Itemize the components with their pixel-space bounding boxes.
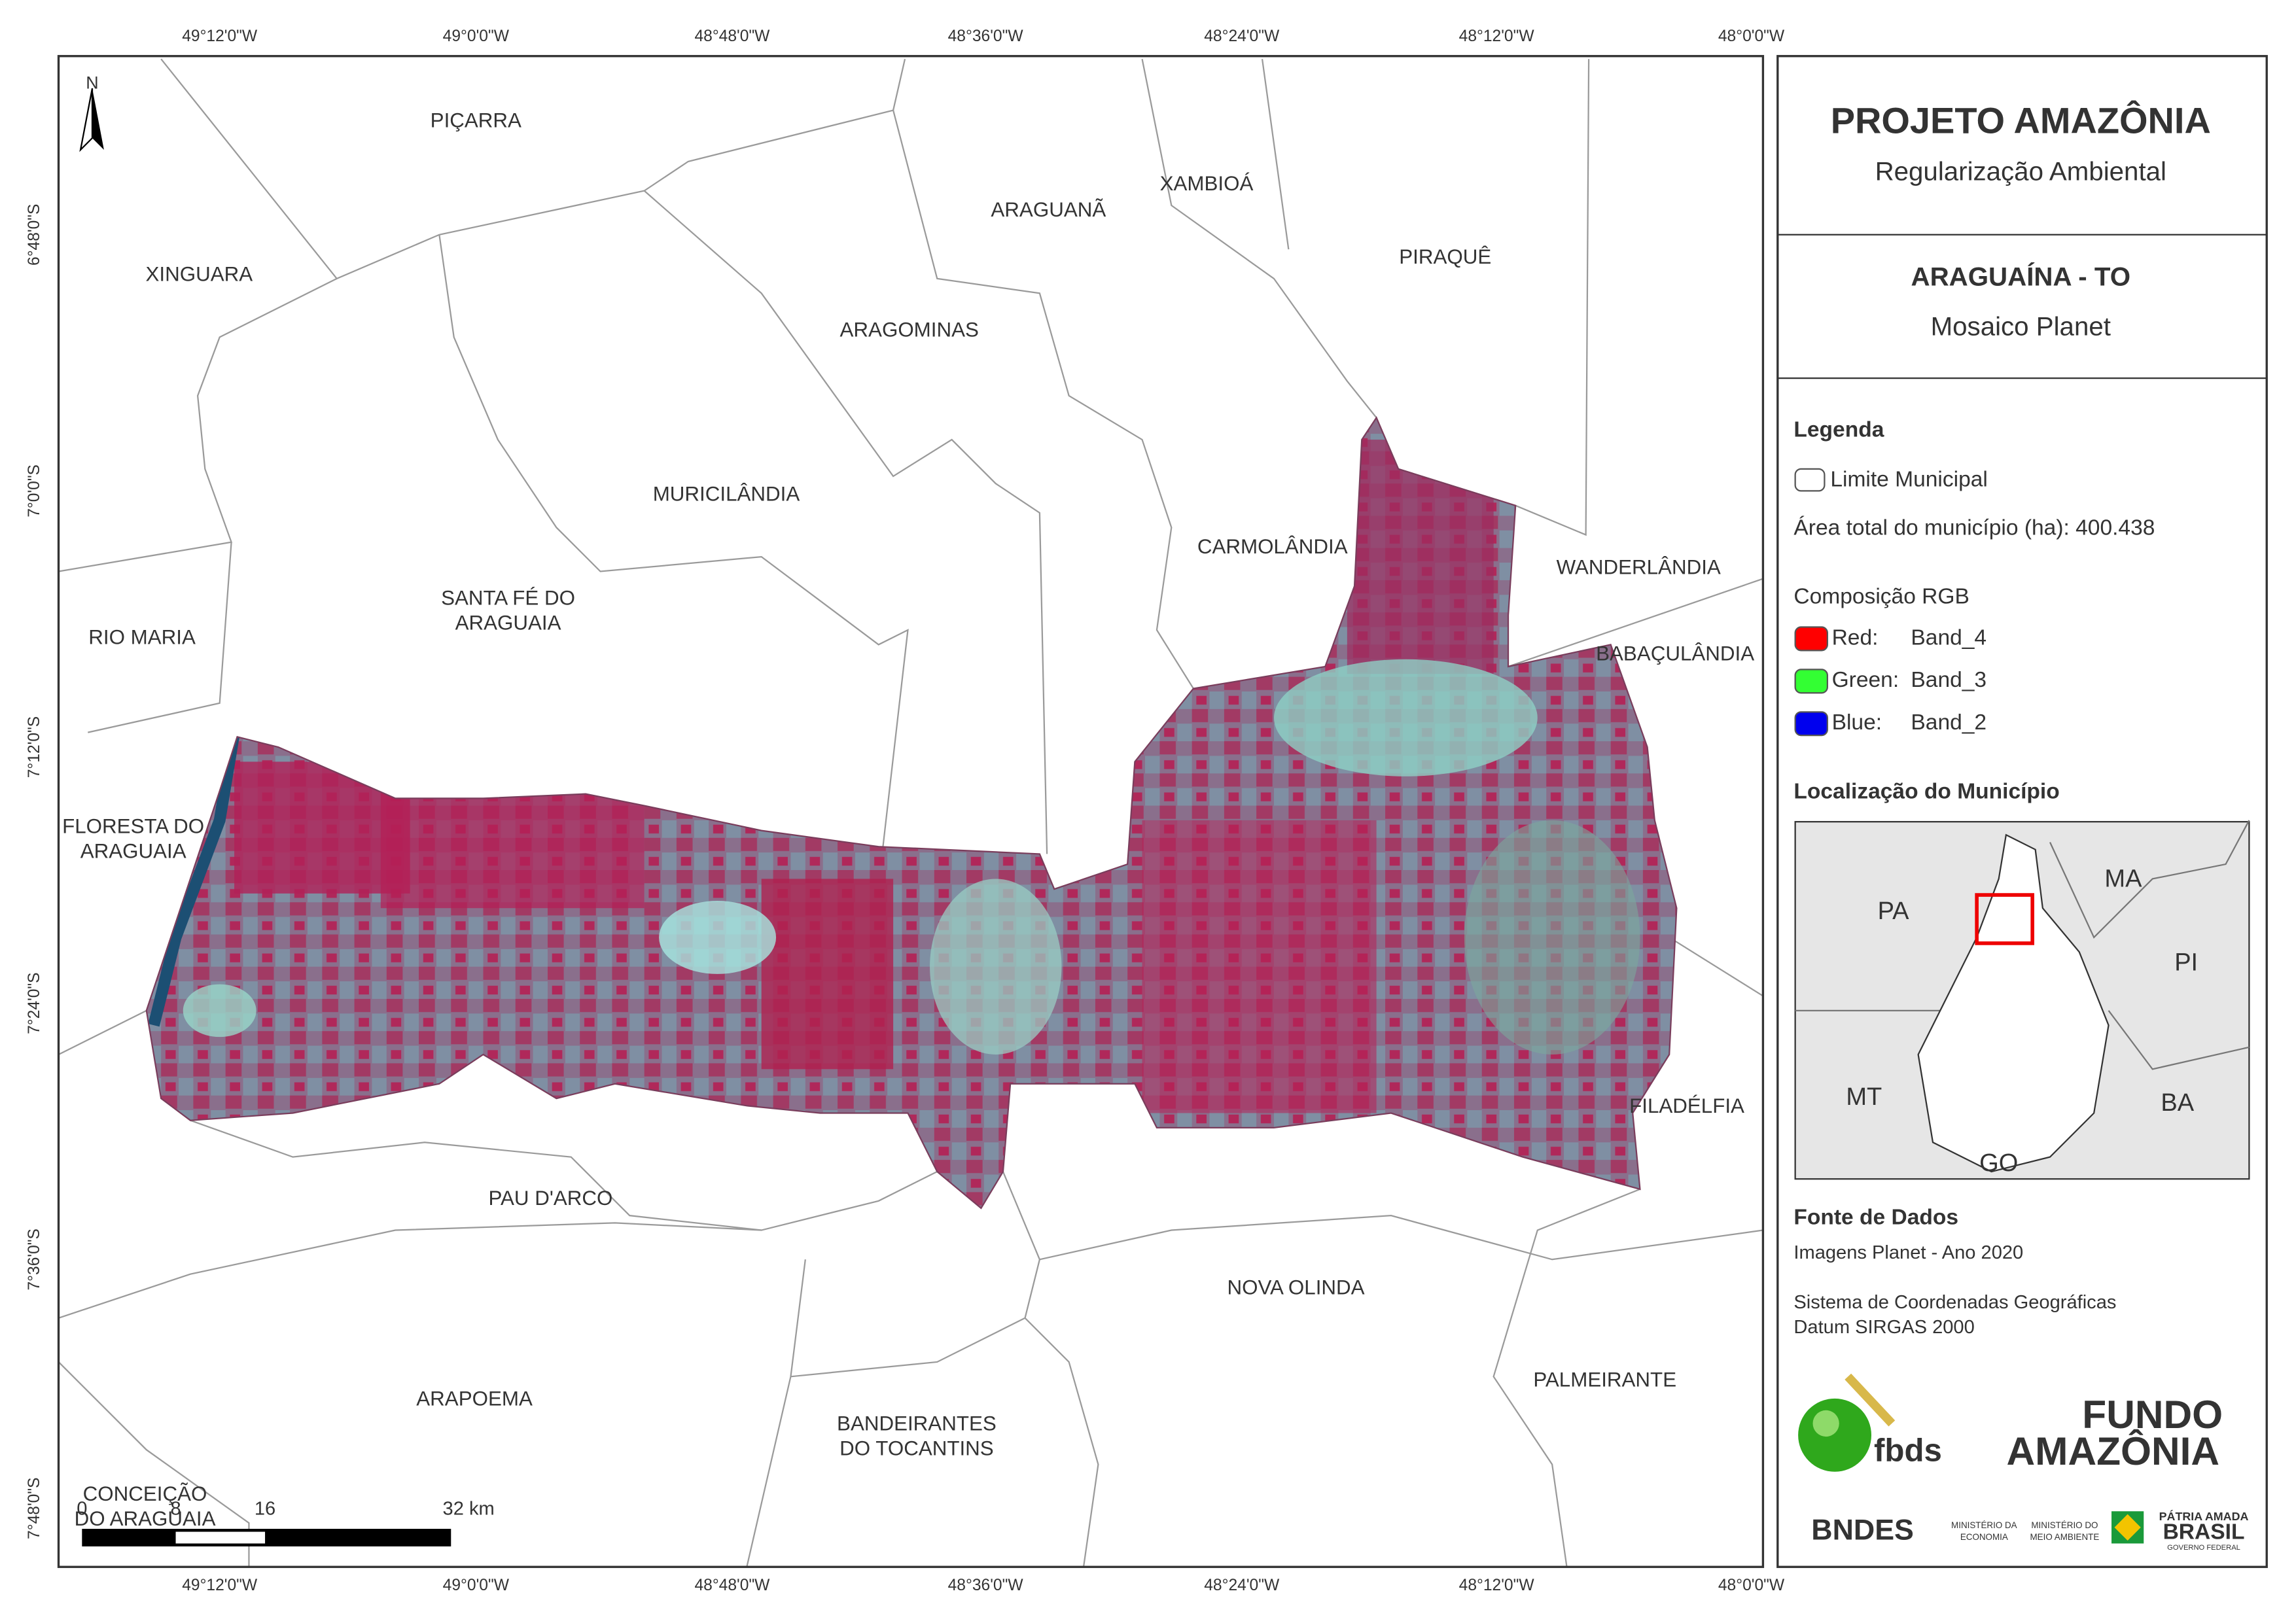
state-label: PI (2174, 949, 2198, 976)
north-label: N (86, 73, 98, 92)
longitude-label: 48°0'0"W (1718, 1577, 1785, 1594)
municipality-label: ARAGUAIA (455, 611, 561, 634)
municipality-label: DO ARAGUAIA (75, 1507, 216, 1530)
fbds-logo (1798, 1373, 1896, 1472)
scale-label: 8 (170, 1499, 181, 1520)
scale-label: 16 (255, 1499, 275, 1520)
band-swatch (1794, 626, 1828, 652)
latitude-label: 6°48'0"S (26, 204, 43, 266)
municipality-label: BANDEIRANTES (837, 1412, 997, 1435)
municipality-label: SANTA FÉ DO (441, 586, 575, 609)
longitude-label: 48°36'0"W (948, 1577, 1024, 1594)
municipality-label: NOVA OLINDA (1227, 1276, 1364, 1299)
municipality-label: RIO MARIA (88, 626, 196, 649)
product-label: Mosaico Planet (1931, 312, 2111, 341)
municipality-label: CONCEIÇÃO (83, 1482, 207, 1505)
band-label: Blue: (1832, 710, 1882, 735)
location-title: Localização do Município (1793, 779, 2059, 803)
legend-title: Legenda (1793, 418, 1884, 442)
scale-label: 0 (77, 1499, 87, 1520)
boundary-swatch (1794, 468, 1826, 492)
longitude-label: 49°0'0"W (443, 27, 510, 45)
municipality-label: ARAPOEMA (416, 1387, 533, 1410)
longitude-label: 48°12'0"W (1459, 1577, 1535, 1594)
latitude-label: 7°12'0"S (26, 716, 43, 778)
municipality-label: PIÇARRA (431, 109, 521, 132)
latitude-label: 7°0'0"S (26, 464, 43, 517)
band-swatch (1794, 711, 1828, 737)
ministry-text: ECONOMIA (1960, 1532, 2008, 1542)
scale-bar (82, 1529, 451, 1546)
latitude-label: 7°36'0"S (26, 1229, 43, 1290)
source-line: Datum SIRGAS 2000 (1793, 1317, 1974, 1338)
side-panel (1776, 55, 2268, 1568)
municipality-label: ARAGUANÃ (991, 198, 1106, 221)
longitude-label: 48°24'0"W (1204, 1577, 1280, 1594)
location-inset (1794, 820, 2250, 1180)
latitude-label: 7°48'0"S (26, 1478, 43, 1539)
longitude-label: 48°48'0"W (694, 27, 770, 45)
municipality-label: PIRAQUÊ (1399, 245, 1491, 268)
longitude-label: 48°48'0"W (694, 1577, 770, 1594)
municipality-label: XAMBIOÁ (1160, 172, 1254, 195)
longitude-label: 48°12'0"W (1459, 27, 1535, 45)
municipality-label: CARMOLÂNDIA (1197, 535, 1348, 558)
longitude-label: 49°12'0"W (182, 27, 258, 45)
state-label: MT (1846, 1083, 1882, 1111)
panel-subtitle: Regularização Ambiental (1875, 156, 2166, 186)
municipal-boundaries (58, 58, 1764, 1567)
source-line: Imagens Planet - Ano 2020 (1793, 1242, 2023, 1263)
municipality-label: XINGUARA (146, 263, 253, 286)
state-label: PA (1878, 898, 1910, 925)
band-value: Band_4 (1911, 625, 1987, 650)
latitude-label: 7°24'0"S (26, 972, 43, 1034)
municipality-label: ARAGOMINAS (840, 319, 979, 341)
bndes-text: BNDES (1811, 1513, 1914, 1546)
source-line: Sistema de Coordenadas Geográficas (1793, 1292, 2116, 1313)
longitude-label: 48°24'0"W (1204, 27, 1280, 45)
municipality-label: PAU D'ARCO (488, 1187, 612, 1210)
ministry-text: MINISTÉRIO DA (1951, 1520, 2017, 1530)
municipality-label: FLORESTA DO (62, 814, 204, 837)
rgb-title: Composição RGB (1793, 585, 1969, 609)
north-arrow (79, 88, 94, 152)
band-label: Green: (1832, 668, 1899, 692)
band-value: Band_2 (1911, 710, 1987, 735)
state-label: BA (2161, 1089, 2194, 1117)
fundo-text: FUNDO (2082, 1392, 2223, 1437)
municipality-label: WANDERLÂNDIA (1557, 555, 1721, 578)
band-value: Band_3 (1911, 668, 1987, 692)
area-title: ARAGUAÍNA - TO (1911, 262, 2131, 292)
state-label: GO (1979, 1149, 2018, 1177)
municipality-label: MURICILÂNDIA (653, 482, 800, 505)
brasil-text: PÁTRIA AMADA (2159, 1509, 2249, 1523)
fundo-text: AMAZÔNIA (2007, 1429, 2219, 1473)
map-frame (57, 55, 1765, 1568)
ministry-text: MEIO AMBIENTE (2030, 1532, 2100, 1542)
brasil-text: GOVERNO FEDERAL (2167, 1544, 2240, 1552)
municipality-label: ARAGUAIA (80, 839, 186, 862)
municipality-label: DO TOCANTINS (839, 1437, 994, 1459)
municipality-label: BABAÇULÂNDIA (1596, 642, 1754, 665)
scale-label: 32 km (443, 1499, 495, 1520)
municipality-label: FILADÉLFIA (1629, 1094, 1744, 1117)
municipality-label: PALMEIRANTE (1533, 1368, 1676, 1391)
band-label: Red: (1832, 625, 1879, 650)
brasil-flag-logo (2111, 1511, 2144, 1544)
longitude-label: 49°12'0"W (182, 1577, 258, 1594)
longitude-label: 48°0'0"W (1718, 27, 1785, 45)
ministry-text: MINISTÉRIO DO (2031, 1520, 2098, 1530)
panel-title: PROJETO AMAZÔNIA (1831, 99, 2211, 141)
longitude-label: 49°0'0"W (443, 1577, 510, 1594)
area-total: Área total do município (ha): 400.438 (1793, 515, 2155, 540)
brasil-text: BRASIL (2163, 1520, 2245, 1544)
sources-title: Fonte de Dados (1793, 1205, 1958, 1229)
state-label: MA (2104, 865, 2142, 893)
band-swatch (1794, 669, 1828, 694)
legend-entry: Limite Municipal (1830, 468, 1988, 492)
longitude-label: 48°36'0"W (948, 27, 1024, 45)
fbds-text: fbds (1874, 1433, 1942, 1469)
